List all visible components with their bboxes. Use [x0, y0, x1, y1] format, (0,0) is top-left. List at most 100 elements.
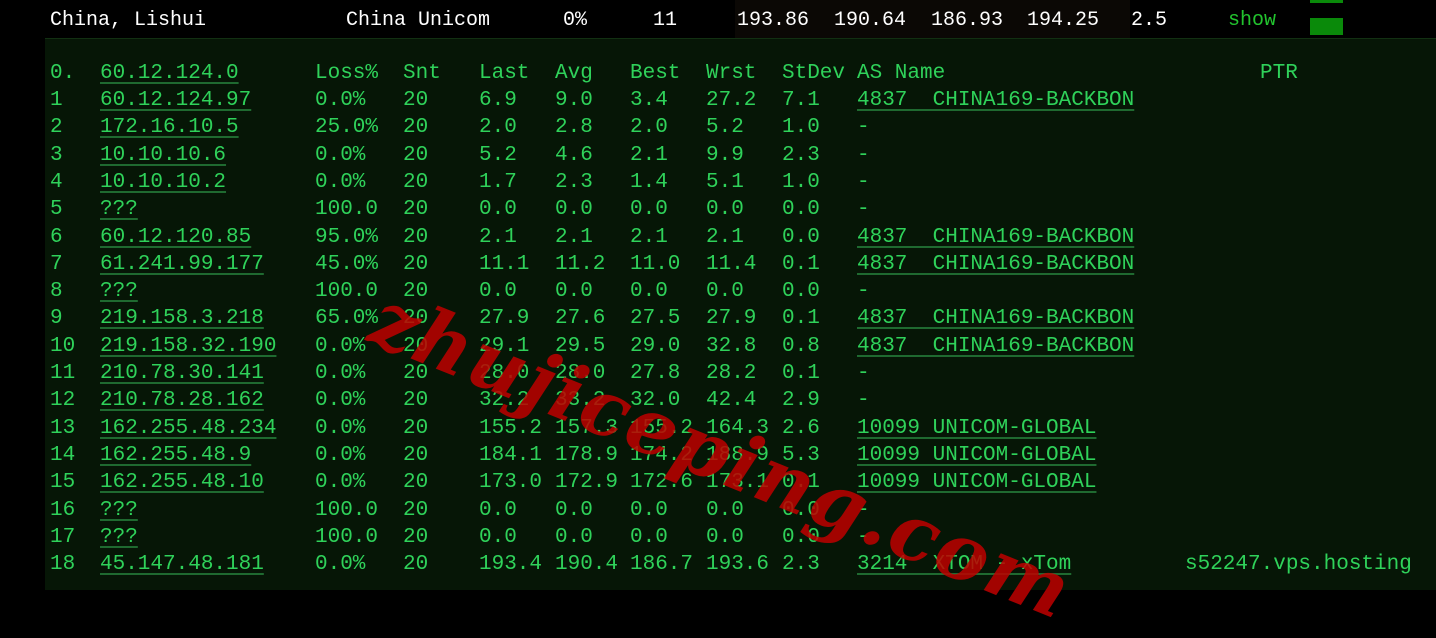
hop-loss: 95.0%: [315, 225, 379, 249]
hop-last: 2.1: [479, 225, 517, 249]
header-snt: Snt: [403, 62, 441, 85]
hop-snt: 20: [403, 553, 429, 577]
hop-avg: 2.1: [555, 225, 593, 249]
hop-snt: 20: [403, 116, 429, 140]
hop-snt: 20: [403, 525, 429, 549]
hop-last: 0.0: [479, 498, 517, 522]
as-link[interactable]: 10099 UNICOM-GLOBAL: [857, 471, 1097, 495]
hop-row: 1 60.12.124.97 0.0% 20 6.9 9.0 3.4 27.2 7.1 4837 …: [45, 89, 1436, 116]
mtr-report-panel: 0. 60.12.124.0 Loss% Snt Last Avg Best W…: [45, 38, 1436, 590]
hop-avg: 28.0: [555, 362, 606, 385]
hop-hop: 3: [50, 143, 63, 167]
hop-loss: 0.0%: [315, 170, 366, 194]
location: China, Lishui: [50, 9, 207, 32]
header-loss: Loss%: [315, 62, 379, 85]
hop-wrst: 11.4: [706, 252, 757, 276]
hop-row: 7 61.241.99.177 45.0% 20 11.1 11.2 11.0 11.4 0.1…: [45, 253, 1436, 280]
header-as: AS Name: [857, 62, 946, 85]
host-link[interactable]: 162.255.48.10: [100, 471, 264, 495]
hop-hop: 13: [50, 416, 76, 440]
hop-row: 17??? 100.0 20 0.0 0.0 0.0 0.0 0.0 -: [45, 526, 1436, 553]
header-row: 0. 60.12.124.0 Loss% Snt Last Avg Best W…: [45, 62, 1436, 89]
as-name: -: [857, 525, 870, 549]
hop-best: 32.0: [630, 389, 681, 413]
host-link[interactable]: ???: [100, 498, 138, 522]
hops: 11: [653, 9, 678, 32]
hop-loss: 100.0: [315, 525, 379, 549]
as-name: -: [857, 143, 870, 167]
host-link[interactable]: 162.255.48.234: [100, 416, 277, 440]
hop-snt: 20: [403, 498, 429, 522]
hop-last: 6.9: [479, 89, 517, 112]
hop-hop: 9: [50, 307, 63, 331]
hop-row: 9 219.158.3.218 65.0% 20 27.9 27.6 27.5 27.9 0.1…: [45, 307, 1436, 334]
host-link[interactable]: ???: [100, 280, 138, 304]
host-link[interactable]: 45.147.48.181: [100, 553, 264, 577]
hop-loss: 100.0: [315, 280, 379, 304]
hop-loss: 100.0: [315, 498, 379, 522]
hop-last: 173.0: [479, 471, 543, 495]
hop-best: 27.8: [630, 362, 681, 385]
hop-avg: 29.5: [555, 334, 606, 358]
hop-loss: 0.0%: [315, 143, 366, 167]
hop-avg: 0.0: [555, 198, 593, 222]
host-link[interactable]: ???: [100, 198, 138, 222]
as-name: -: [857, 170, 870, 194]
as-link[interactable]: 3214 XTOM - xTom: [857, 553, 1072, 577]
hop-loss: 45.0%: [315, 252, 379, 276]
as-link[interactable]: 4837 CHINA169-BACKBON: [857, 89, 1135, 112]
hop-best: 2.1: [630, 225, 668, 249]
host-link[interactable]: 210.78.28.162: [100, 389, 264, 413]
hop-hop: 7: [50, 252, 63, 276]
host-link[interactable]: 210.78.30.141: [100, 362, 264, 385]
host-link[interactable]: 162.255.48.9: [100, 443, 252, 467]
host-link[interactable]: 10.10.10.6: [100, 143, 227, 167]
hop-row: 15 162.255.48.10 0.0% 20 173.0 172.9 172.6 173.…: [45, 471, 1436, 498]
hop-snt: 20: [403, 443, 429, 467]
host-link[interactable]: 60.12.124.97: [100, 89, 252, 112]
hop-loss: 0.0%: [315, 471, 366, 495]
header-host-link[interactable]: 60.12.124.0: [100, 62, 239, 85]
hop-hop: 1: [50, 89, 63, 112]
hop-wrst: 27.2: [706, 89, 757, 112]
host-link[interactable]: 10.10.10.2: [100, 170, 227, 194]
as-link[interactable]: 4837 CHINA169-BACKBON: [857, 252, 1135, 276]
hop-snt: 20: [403, 225, 429, 249]
hop-best: 27.5: [630, 307, 681, 331]
hop-row: 4 10.10.10.2 0.0% 20 1.7 2.3 1.4 5.1 1.0 -: [45, 171, 1436, 198]
isp: China Unicom: [346, 9, 491, 32]
hop-row: 13 162.255.48.234 0.0% 20 155.2 157.3 155.2 164…: [45, 417, 1436, 444]
host-link[interactable]: ???: [100, 525, 138, 549]
hop-hop: 10: [50, 334, 76, 358]
hop-best: 172.6: [630, 471, 694, 495]
hop-loss: 0.0%: [315, 443, 366, 467]
hop-wrst: 0.0: [706, 498, 744, 522]
host-link[interactable]: 219.158.32.190: [100, 334, 277, 358]
hop-wrst: 5.2: [706, 116, 744, 140]
last: 193.86: [737, 9, 810, 32]
hop-last: 28.0: [479, 362, 530, 385]
host-link[interactable]: 60.12.120.85: [100, 225, 252, 249]
hop-avg: 157.3: [555, 416, 619, 440]
host-link[interactable]: 172.16.10.5: [100, 116, 239, 140]
as-link[interactable]: 4837 CHINA169-BACKBON: [857, 225, 1135, 249]
show-link[interactable]: show: [1228, 9, 1277, 32]
host-link[interactable]: 219.158.3.218: [100, 307, 264, 331]
hop-row: 16??? 100.0 20 0.0 0.0 0.0 0.0 0.0 -: [45, 499, 1436, 526]
as-link[interactable]: 10099 UNICOM-GLOBAL: [857, 443, 1097, 467]
hop-best: 174.2: [630, 443, 694, 467]
as-link[interactable]: 4837 CHINA169-BACKBON: [857, 334, 1135, 358]
hop-avg: 2.3: [555, 170, 593, 194]
hop-row: 2 172.16.10.5 25.0% 20 2.0 2.8 2.0 5.2 1.0 -: [45, 116, 1436, 143]
loss: 0%: [563, 9, 588, 32]
as-link[interactable]: 10099 UNICOM-GLOBAL: [857, 416, 1097, 440]
host-link[interactable]: 61.241.99.177: [100, 252, 264, 276]
status-bar: [1310, 18, 1343, 35]
hop-best: 3.4: [630, 89, 668, 112]
hop-wrst: 9.9: [706, 143, 744, 167]
hop-hop: 4: [50, 170, 63, 194]
hop-loss: 100.0: [315, 198, 379, 222]
as-link[interactable]: 4837 CHINA169-BACKBON: [857, 307, 1135, 331]
hop-snt: 20: [403, 280, 429, 304]
hop-last: 155.2: [479, 416, 543, 440]
